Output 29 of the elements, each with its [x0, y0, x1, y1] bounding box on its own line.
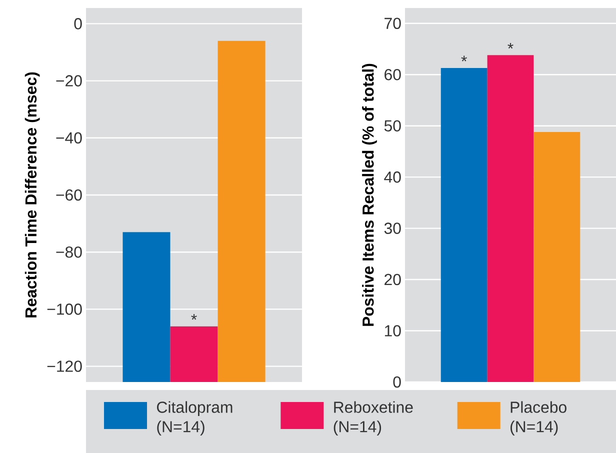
legend-label: Citalopram (N=14) [157, 401, 232, 436]
y-axis-title: Positive Items Recalled (% of total) [362, 64, 377, 326]
y-tick-label: −40 [56, 132, 82, 144]
y-tick-label: 0 [393, 376, 401, 388]
legend-label: Placebo (N=14) [510, 401, 566, 436]
bar [487, 55, 534, 382]
y-axis-title: Reaction Time Difference (msec) [24, 72, 40, 318]
annotation: * [191, 314, 197, 320]
y-tick-label: 40 [384, 171, 401, 183]
bar [534, 132, 580, 382]
bar [440, 68, 488, 382]
y-tick-label: 50 [384, 120, 401, 132]
bar [122, 232, 170, 382]
y-tick-label: 30 [384, 222, 401, 234]
bar [218, 40, 266, 382]
annotation: * [461, 56, 467, 62]
y-tick-label: −60 [56, 189, 82, 201]
y-tick-label: 70 [384, 18, 401, 30]
y-tick-label: 10 [384, 325, 401, 336]
y-tick-label: 0 [74, 18, 82, 30]
bar [170, 326, 218, 382]
y-tick-label: 60 [384, 68, 401, 80]
legend-label: Reboxetine (N=14) [334, 401, 413, 436]
annotation: * [508, 42, 514, 49]
y-tick-label: −100 [47, 304, 82, 315]
y-tick-label: −120 [47, 360, 82, 372]
y-tick-label: 20 [384, 274, 401, 286]
y-tick-label: −20 [56, 75, 82, 86]
y-tick-label: −80 [56, 246, 82, 258]
